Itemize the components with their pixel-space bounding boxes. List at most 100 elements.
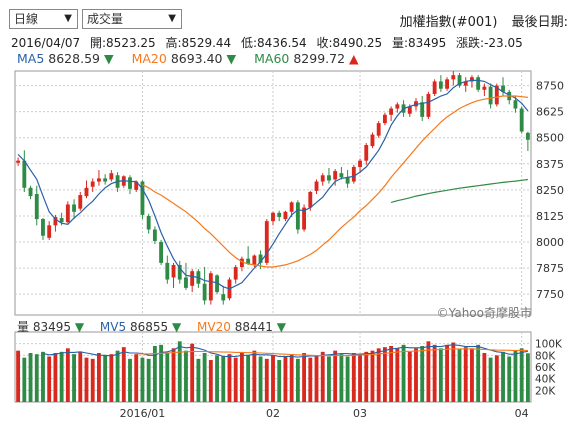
candle-body <box>519 108 524 132</box>
volume-bar <box>463 347 468 402</box>
volume-bar <box>246 355 251 402</box>
volume-bar <box>121 347 126 402</box>
volume-bar <box>239 353 244 402</box>
price-tick-label: 7875 <box>536 262 564 275</box>
volume-bar <box>420 346 425 402</box>
ohlc-low: 低:8436.54 <box>241 36 307 50</box>
candle-body <box>59 218 64 223</box>
volume-bar <box>271 355 275 402</box>
volume-bar <box>109 354 114 402</box>
volume-bar <box>78 351 83 402</box>
candle-body <box>420 102 425 117</box>
volume-legend: 量 83495 ▼ MV5 86855 ▼ MV20 88441 ▼ <box>17 318 298 335</box>
volume-bar <box>97 353 101 402</box>
volume-bar <box>320 351 325 402</box>
volume-bar <box>277 360 282 402</box>
volume-bar <box>140 357 145 402</box>
candle-body <box>376 123 381 136</box>
volume-bar <box>494 355 499 402</box>
volume-bar <box>146 358 151 402</box>
volume-bar <box>507 356 512 402</box>
candle-body <box>72 204 76 212</box>
candle-body <box>271 212 275 222</box>
volume-bar <box>327 356 331 402</box>
volume-bar <box>476 344 481 402</box>
volume-bar <box>65 348 70 402</box>
volume-tick-label: 100K <box>535 339 563 351</box>
chevron-down-icon: ▼ <box>168 13 176 24</box>
ma60-label: MA60 <box>254 51 290 66</box>
metric-select[interactable]: 成交量 ▼ <box>82 9 182 29</box>
ma5-dir-icon: ▼ <box>103 51 114 66</box>
volume-bar <box>513 350 518 402</box>
volume-bar <box>202 353 207 402</box>
volume-bar <box>84 357 89 402</box>
candle-body <box>202 283 207 301</box>
x-tick-label: 2016/01 <box>120 407 166 420</box>
candle-body <box>438 81 443 89</box>
volume-bar <box>364 351 369 402</box>
candle-body <box>16 160 21 163</box>
mv20-line <box>136 348 528 357</box>
volume-bar <box>457 349 462 402</box>
volume-bar <box>351 353 356 402</box>
candle-body <box>264 221 269 263</box>
volume-bar <box>115 350 120 402</box>
period-select[interactable]: 日線 ▼ <box>9 9 78 29</box>
volume-bar <box>233 357 238 402</box>
ma5-value: 8628.59 <box>48 51 100 66</box>
candle-body <box>370 134 375 147</box>
volume-bar <box>401 344 406 402</box>
volume-bar <box>339 354 344 402</box>
candle-body <box>407 106 412 114</box>
candle-body <box>252 255 257 265</box>
ohlc-date: 2016/04/07 <box>11 36 81 50</box>
volume-bar <box>345 356 350 402</box>
volume-bar <box>177 341 182 402</box>
period-select-label: 日線 <box>14 12 39 26</box>
candle-body <box>84 187 89 197</box>
candle-body <box>470 77 474 82</box>
volume-bar <box>333 350 338 402</box>
ohlc-volume: 量:83495 <box>392 36 447 50</box>
volume-bar <box>72 354 76 402</box>
x-tick-label: 03 <box>353 407 367 420</box>
price-tick-label: 8375 <box>536 158 564 171</box>
volume-dir-icon: ▼ <box>74 320 85 334</box>
mv5-dir-icon: ▼ <box>171 320 182 334</box>
price-tick-label: 8000 <box>536 236 564 249</box>
candle-body <box>432 81 437 94</box>
volume-bar <box>376 348 381 402</box>
candle-body <box>258 254 263 263</box>
volume-tick-label: 60K <box>535 362 556 374</box>
candle-body <box>426 93 431 117</box>
volume-bar <box>165 353 170 402</box>
mv5-value: 86855 <box>129 320 169 334</box>
ohlc-row: 2016/04/07 開:8523.25 高:8529.44 低:8436.54… <box>11 34 529 51</box>
ohlc-open: 開:8523.25 <box>90 36 156 50</box>
volume-bar <box>389 346 394 402</box>
candle-body <box>488 86 493 105</box>
candle-body <box>351 166 356 182</box>
ohlc-close: 收:8490.25 <box>316 36 383 50</box>
candle-body <box>246 258 251 264</box>
candle-body <box>525 132 530 140</box>
volume-value: 83495 <box>32 320 72 334</box>
volume-bar <box>59 351 64 402</box>
candle-body <box>339 173 344 178</box>
ohlc-high: 高:8529.44 <box>165 36 232 50</box>
ma60-value: 8299.72 <box>293 51 346 66</box>
candle-body <box>233 267 238 280</box>
volume-bar <box>184 350 188 402</box>
candle-body <box>190 271 195 286</box>
price-tick-label: 8625 <box>536 106 564 119</box>
candle-body <box>389 108 394 115</box>
candle-body <box>289 202 294 212</box>
volume-bar <box>519 348 524 402</box>
candle-body <box>221 294 226 301</box>
candle-body <box>159 242 164 263</box>
candle-body <box>395 104 400 109</box>
index-header: 加權指數(#001) 最後日期: <box>390 11 568 30</box>
candle-body <box>314 181 319 191</box>
